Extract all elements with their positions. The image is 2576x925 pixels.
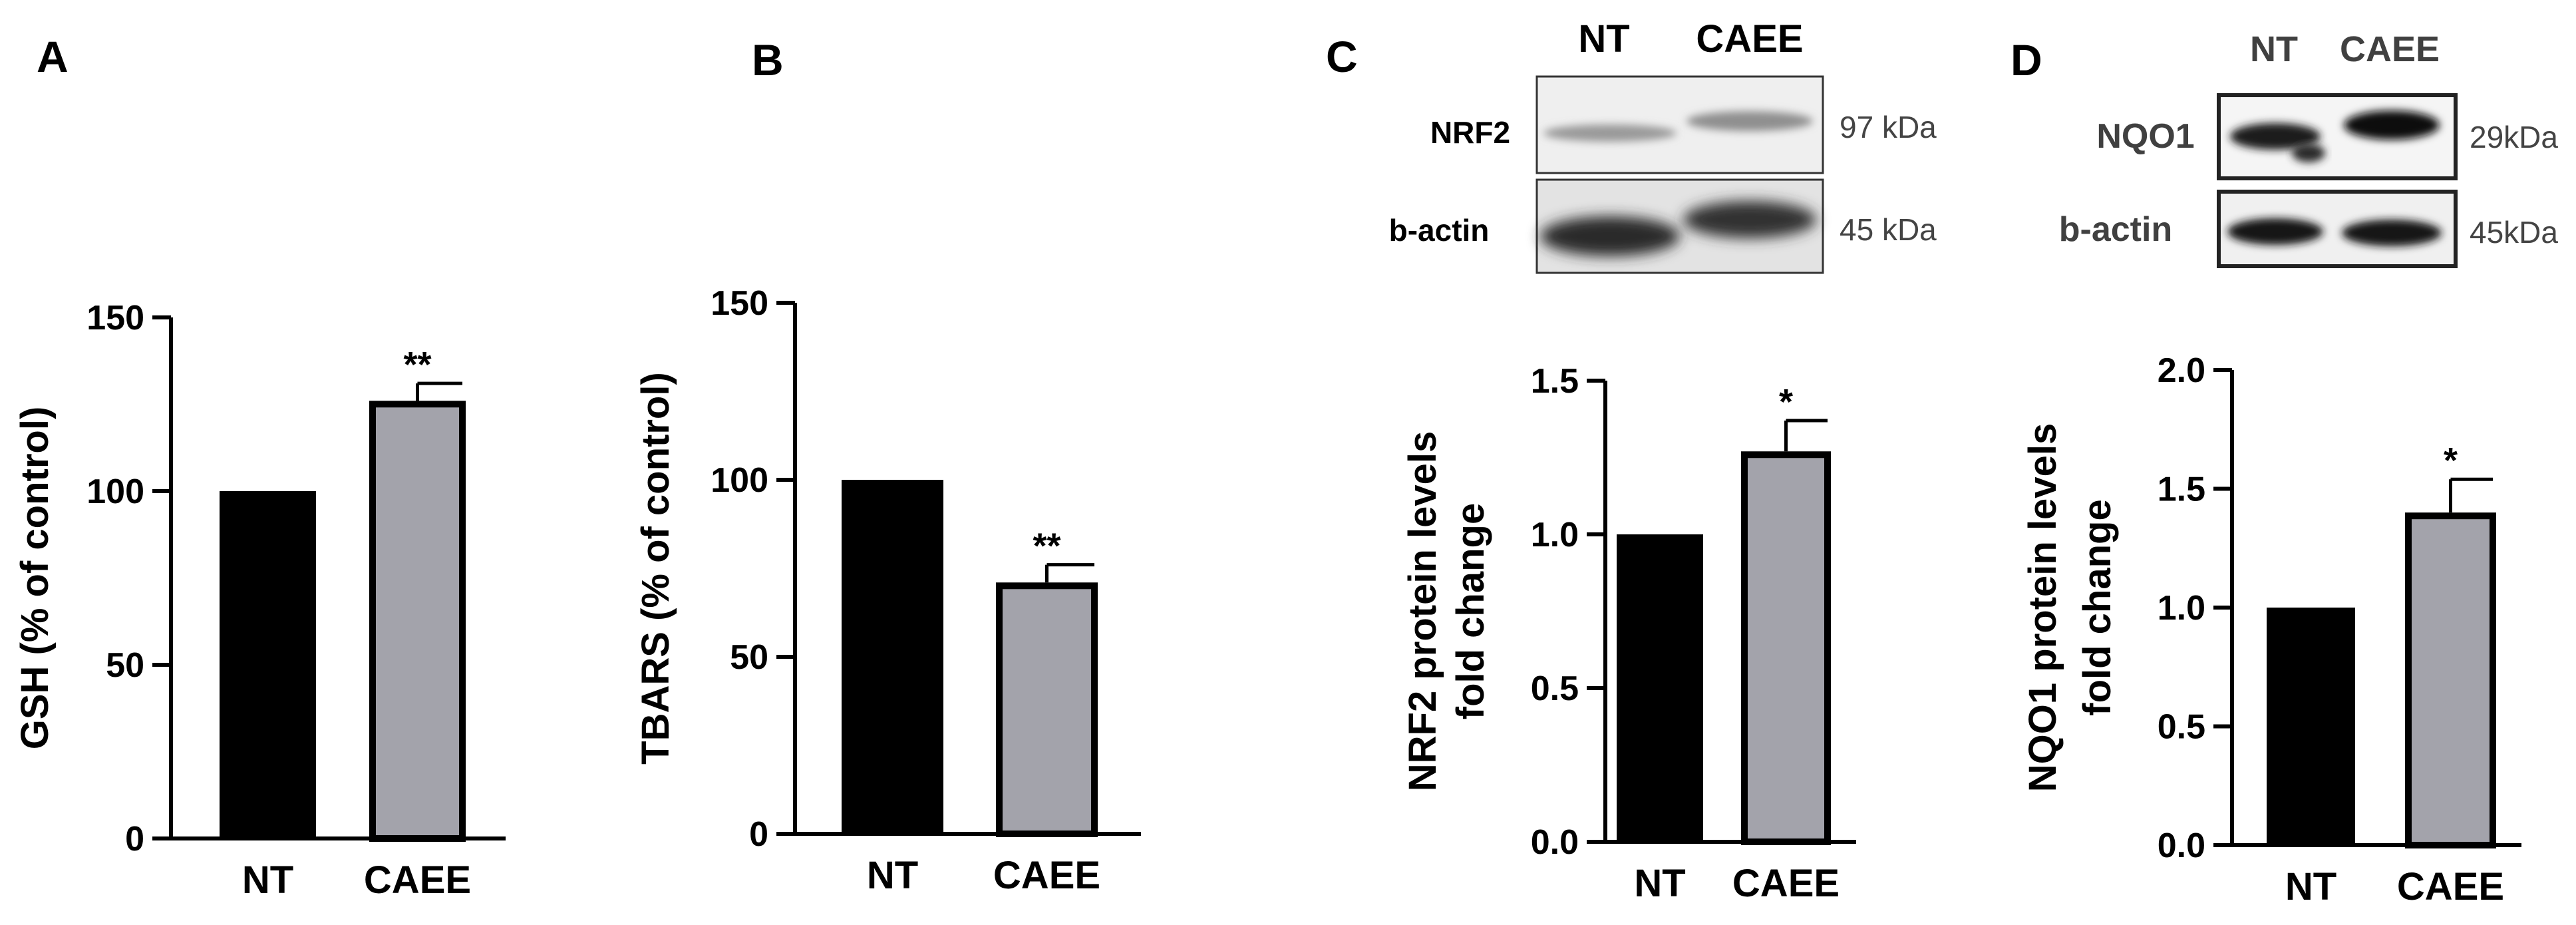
- blot-d-nqo1-band-caee: [2344, 110, 2440, 140]
- blot-c-nrf2-band-caee: [1687, 111, 1813, 131]
- chart-b-y-axis-label: TBARS (% of control): [634, 372, 677, 765]
- chart-d-y-axis-label: NQO1 protein levels: [2021, 423, 2064, 792]
- chart-c-y-tick-label: 1.0: [1531, 516, 1579, 554]
- blot-c-nrf2-band-nt: [1543, 124, 1677, 142]
- panel-letter-a: A: [37, 32, 69, 81]
- chart-c-bar-nt: [1617, 534, 1703, 842]
- chart-a-y-tick-label: 150: [86, 299, 144, 337]
- blot-d-nqo1-band-nt-smear: [2292, 144, 2325, 162]
- chart-d-category-label-caee: CAEE: [2397, 865, 2504, 908]
- chart-c-y-tick-label: 0.0: [1531, 823, 1579, 862]
- blot-c-lane-nt: NT: [1578, 17, 1629, 61]
- chart-a-bar-nt: [220, 491, 316, 838]
- chart-d-significance-caee: *: [2444, 441, 2458, 480]
- chart-b-y-tick-label: 150: [711, 284, 768, 323]
- chart-d-y-tick-label: 0.5: [2158, 708, 2205, 747]
- chart-a-category-label-nt: NT: [242, 858, 293, 902]
- chart-d-y-tick-label: 1.5: [2158, 470, 2205, 509]
- blot-d-kda-nqo1: 29kDa: [2470, 120, 2558, 154]
- chart-b-y-tick-label: 50: [730, 638, 768, 677]
- chart-panel-d: 0.0 0.5 1.0 1.5 2.0 NT * CAEE NQO1 protein level…: [2021, 351, 2521, 908]
- blot-d-lane-caee: CAEE: [2340, 29, 2440, 69]
- blot-d-label-nqo1: NQO1: [2096, 117, 2194, 156]
- chart-b-category-label-nt: NT: [867, 854, 918, 897]
- blot-c-label-actin: b-actin: [1389, 213, 1490, 248]
- blot-d-nqo1-band-nt: [2230, 123, 2321, 150]
- chart-a-y-tick-label: 50: [106, 646, 144, 685]
- blot-c-kda-nrf2: 97 kDa: [1840, 110, 1937, 144]
- chart-a-y-axis-label: GSH (% of control): [13, 407, 57, 750]
- chart-d-y-tick-label: 2.0: [2158, 351, 2205, 390]
- chart-panel-b: 0 50 100 150 NT ** CAEE TBARS (% of control): [634, 284, 1141, 897]
- chart-a-significance-caee: **: [403, 345, 431, 385]
- chart-b-significance-caee: **: [1033, 526, 1060, 566]
- chart-a-category-label-caee: CAEE: [364, 858, 471, 902]
- chart-c-bar-caee: [1741, 451, 1831, 845]
- chart-b-bar-caee: [996, 582, 1098, 838]
- chart-b-y-tick-label: 0: [749, 815, 768, 854]
- blot-c-actin-band-nt: [1540, 216, 1680, 256]
- panel-letter-b: B: [752, 35, 784, 85]
- blot-d-kda-actin: 45kDa: [2470, 215, 2558, 250]
- blot-c-actin-band-caee: [1683, 201, 1816, 238]
- chart-a-y-tick-label: 100: [86, 472, 144, 511]
- chart-d-y-tick-label: 0.0: [2158, 827, 2205, 865]
- chart-d-bar-caee: [2405, 512, 2496, 848]
- chart-d-y-tick-label: 1.0: [2158, 589, 2205, 628]
- panel-letter-d: D: [2011, 35, 2042, 85]
- chart-c-category-label-nt: NT: [1634, 862, 1685, 905]
- chart-c-y-axis-label: fold change: [1449, 503, 1492, 719]
- western-blot-d: NT CAEE NQO1 b-actin 29kDa 45kDa: [2059, 29, 2558, 268]
- chart-panel-a: 0 50 100 150 NT ** CAEE GSH (% of control): [13, 299, 506, 902]
- panel-letter-c: C: [1326, 32, 1358, 81]
- blot-c-kda-actin: 45 kDa: [1840, 212, 1937, 247]
- chart-c-y-tick-label: 0.5: [1531, 669, 1579, 708]
- blot-c-lane-caee: CAEE: [1696, 17, 1803, 61]
- chart-b-category-label-caee: CAEE: [993, 854, 1100, 897]
- chart-c-y-tick-label: 1.5: [1531, 362, 1579, 401]
- chart-c-category-label-caee: CAEE: [1732, 862, 1840, 905]
- chart-d-category-label-nt: NT: [2285, 865, 2336, 908]
- chart-a-bar-caee: [369, 401, 466, 842]
- western-blot-c: NT CAEE NRF2 b-actin 97 kDa 45 kDa: [1389, 17, 1937, 274]
- chart-c-significance-caee: *: [1779, 382, 1793, 422]
- blot-c-label-nrf2: NRF2: [1430, 115, 1510, 150]
- blot-d-actin-band-nt: [2227, 218, 2323, 245]
- chart-b-bar-nt: [842, 480, 943, 834]
- chart-a-y-tick-label: 0: [125, 820, 144, 858]
- blot-d-label-actin: b-actin: [2059, 210, 2172, 249]
- chart-d-y-axis-label: fold change: [2076, 499, 2119, 715]
- chart-d-bar-nt: [2267, 608, 2355, 845]
- chart-b-y-tick-label: 100: [711, 461, 768, 500]
- blot-d-lane-nt: NT: [2250, 29, 2298, 69]
- chart-panel-c: 0.0 0.5 1.0 1.5 NT * CAEE NRF2 protein levels fo…: [1401, 362, 1856, 905]
- blot-d-actin-band-caee: [2342, 220, 2442, 246]
- chart-c-y-axis-label: NRF2 protein levels: [1401, 431, 1444, 791]
